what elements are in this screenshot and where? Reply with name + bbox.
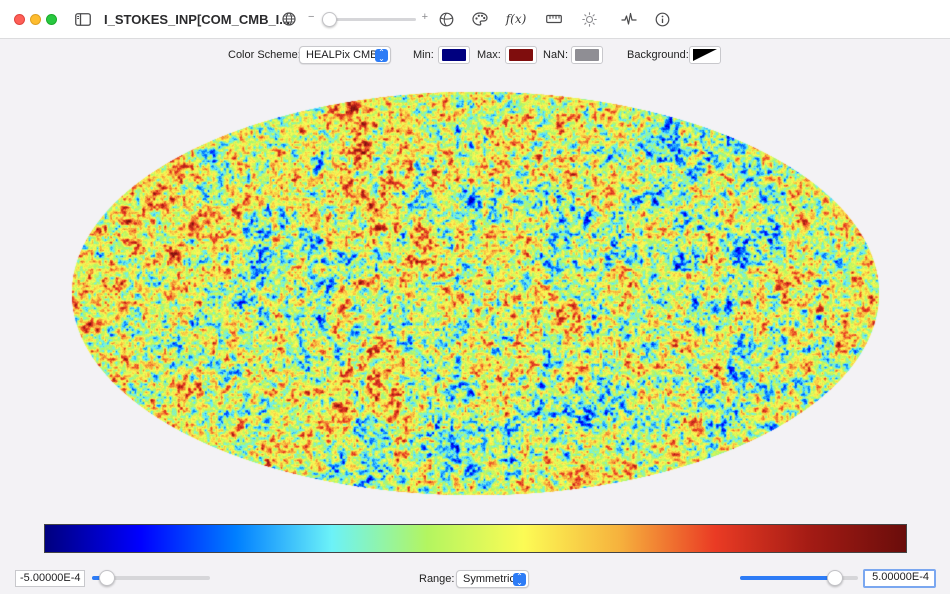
projection-icon[interactable] bbox=[437, 10, 455, 28]
close-window-button[interactable] bbox=[14, 14, 25, 25]
range-mode-value: Symmetric bbox=[463, 573, 515, 585]
brightness-icon[interactable] bbox=[580, 10, 598, 28]
min-color-swatch bbox=[442, 49, 466, 61]
max-color-swatch bbox=[509, 49, 533, 61]
nan-color-well[interactable] bbox=[571, 46, 603, 64]
waveform-icon[interactable] bbox=[620, 10, 638, 28]
min-color-well[interactable] bbox=[438, 46, 470, 64]
ruler-icon[interactable] bbox=[545, 10, 563, 28]
max-color-label: Max: bbox=[477, 49, 501, 61]
chevron-updown-icon: ⌃ ⌄ bbox=[513, 573, 526, 587]
globe-icon[interactable] bbox=[281, 10, 297, 28]
min-color-label: Min: bbox=[413, 49, 434, 61]
max-color-well[interactable] bbox=[505, 46, 537, 64]
color-scheme-popup[interactable]: HEALPix CMB ⌃ ⌄ bbox=[299, 46, 391, 64]
min-range-slider-track bbox=[92, 576, 210, 580]
minimize-window-button[interactable] bbox=[30, 14, 41, 25]
max-range-slider-knob[interactable] bbox=[826, 570, 843, 586]
function-icon[interactable]: f(x) bbox=[505, 12, 527, 26]
chevron-updown-icon: ⌃ ⌄ bbox=[375, 49, 388, 63]
color-scheme-label: Color Scheme: bbox=[228, 49, 301, 61]
palette-icon[interactable] bbox=[471, 10, 489, 28]
background-swatch bbox=[693, 49, 717, 61]
mollweide-sky-map[interactable] bbox=[70, 90, 880, 496]
zoom-plus-label: + bbox=[421, 11, 428, 23]
zoom-slider-track bbox=[322, 18, 416, 21]
nan-color-label: NaN: bbox=[543, 49, 569, 61]
info-icon[interactable] bbox=[653, 10, 671, 28]
window-title: I_STOKES_INP[COM_CMB_I... bbox=[104, 12, 291, 27]
sidebar-toggle-icon[interactable] bbox=[74, 10, 92, 28]
background-label: Background: bbox=[627, 49, 689, 61]
min-range-slider-knob[interactable] bbox=[99, 570, 116, 586]
max-value-field[interactable]: 5.00000E-4 bbox=[863, 569, 936, 588]
max-range-slider-fill bbox=[740, 576, 835, 580]
background-color-well[interactable] bbox=[689, 46, 721, 64]
zoom-window-button[interactable] bbox=[46, 14, 57, 25]
zoom-minus-label: − bbox=[308, 11, 315, 23]
range-label: Range: bbox=[419, 573, 455, 585]
min-range-slider[interactable] bbox=[92, 570, 210, 586]
zoom-slider[interactable]: − + bbox=[308, 11, 428, 27]
range-mode-popup[interactable]: Symmetric ⌃ ⌄ bbox=[456, 570, 529, 588]
colorbar bbox=[44, 524, 907, 553]
min-value-field[interactable]: -5.00000E-4 bbox=[15, 570, 85, 587]
titlebar: I_STOKES_INP[COM_CMB_I... − + f(x) bbox=[0, 0, 950, 39]
nan-color-swatch bbox=[575, 49, 599, 61]
max-range-slider[interactable] bbox=[740, 570, 858, 586]
display-options-bar: Color Scheme: HEALPix CMB ⌃ ⌄ Min: Max: N… bbox=[0, 40, 950, 70]
color-scheme-value: HEALPix CMB bbox=[306, 49, 378, 61]
map-viewport[interactable] bbox=[0, 72, 950, 512]
zoom-slider-knob[interactable] bbox=[322, 12, 337, 27]
